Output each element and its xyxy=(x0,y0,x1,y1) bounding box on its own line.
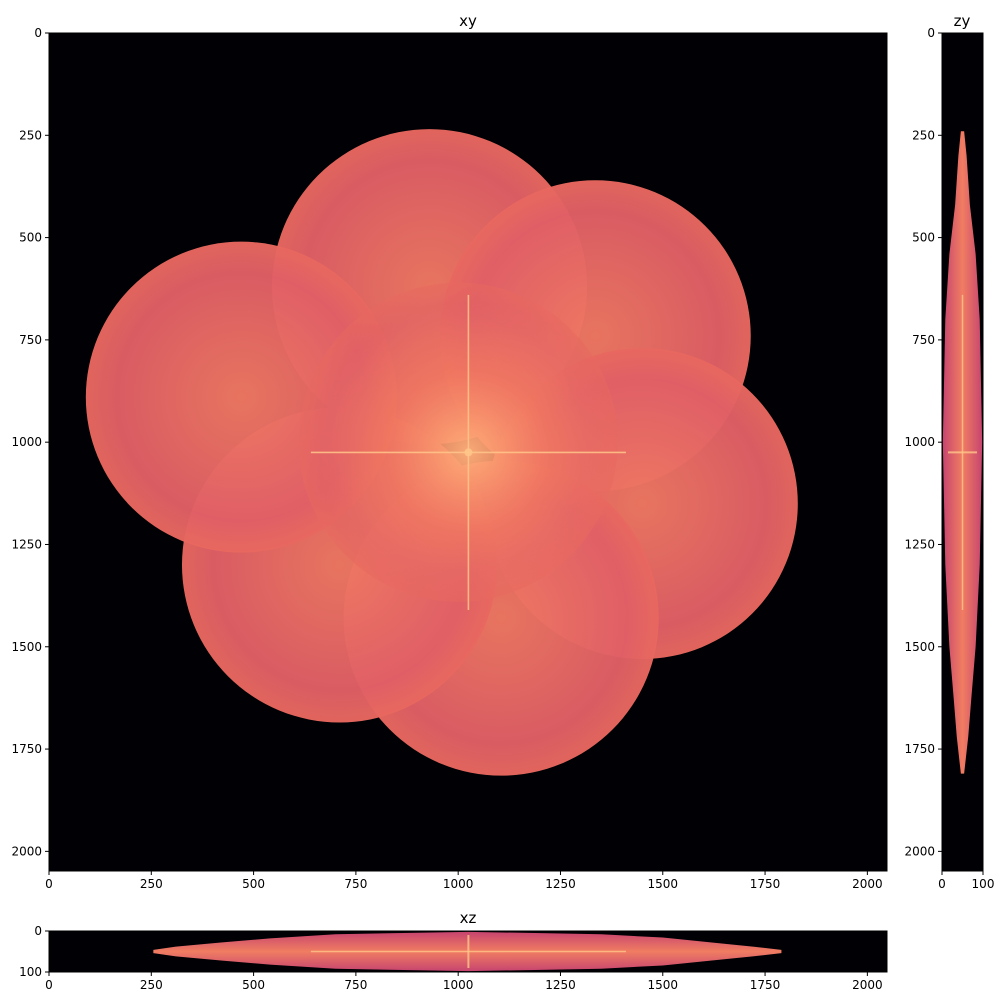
x-tick-label: 1250 xyxy=(545,877,576,891)
xy-y-axis: 0 250 500 750 1000 1250 1500 1750 2000 xyxy=(11,26,49,858)
x-tick-label: 500 xyxy=(242,877,265,891)
xy-title: xy xyxy=(459,12,477,30)
y-tick-label: 0 xyxy=(34,26,42,40)
x-tick-label: 1750 xyxy=(750,877,781,891)
y-tick-label: 500 xyxy=(912,231,935,245)
y-tick-label: 0 xyxy=(34,924,42,938)
zy-panel: zy 0 100 0 250 500 750 1000 1250 1500 1750 2000 xyxy=(904,12,994,891)
y-tick-label: 1250 xyxy=(904,537,935,551)
xz-y-axis: 0 100 xyxy=(19,924,49,979)
x-tick-label: 750 xyxy=(344,877,367,891)
xy-panel: xy 0 250 500 750 1000 1250 1500 1750 2000 0 250 50… xyxy=(11,12,888,891)
x-tick-label: 1500 xyxy=(647,877,678,891)
xz-frame xyxy=(48,930,888,973)
y-tick-label: 1250 xyxy=(11,537,42,551)
xy-cross-layer xyxy=(310,294,626,610)
x-tick-label: 1250 xyxy=(545,978,576,992)
zy-x-axis: 0 100 xyxy=(938,871,994,891)
y-tick-label: 1500 xyxy=(904,640,935,654)
y-tick-label: 2000 xyxy=(11,844,42,858)
y-tick-label: 0 xyxy=(927,26,935,40)
y-tick-label: 750 xyxy=(19,333,42,347)
x-tick-label: 100 xyxy=(972,877,995,891)
zy-y-axis: 0 250 500 750 1000 1250 1500 1750 2000 xyxy=(904,26,942,858)
x-tick-label: 500 xyxy=(242,978,265,992)
xy-blob-layer xyxy=(85,129,798,776)
x-tick-label: 1500 xyxy=(647,978,678,992)
y-tick-label: 250 xyxy=(912,128,935,142)
x-tick-label: 250 xyxy=(140,978,163,992)
zy-frame xyxy=(941,32,984,872)
xy-frame xyxy=(48,32,888,872)
x-tick-label: 0 xyxy=(45,877,53,891)
y-tick-label: 100 xyxy=(19,965,42,979)
xz-profile-layer xyxy=(153,931,782,972)
y-tick-label: 750 xyxy=(912,333,935,347)
zy-title: zy xyxy=(954,12,971,30)
xy-x-axis: 0 250 500 750 1000 1250 1500 1750 2000 xyxy=(45,871,883,891)
y-tick-label: 1500 xyxy=(11,640,42,654)
x-tick-label: 250 xyxy=(140,877,163,891)
x-tick-label: 1000 xyxy=(443,877,474,891)
x-tick-label: 2000 xyxy=(852,978,883,992)
y-tick-label: 500 xyxy=(19,231,42,245)
y-tick-label: 1750 xyxy=(11,742,42,756)
x-tick-label: 1750 xyxy=(750,978,781,992)
x-tick-label: 0 xyxy=(938,877,946,891)
xz-title: xz xyxy=(460,909,477,927)
y-tick-label: 1000 xyxy=(904,435,935,449)
x-tick-label: 750 xyxy=(344,978,367,992)
y-tick-label: 250 xyxy=(19,128,42,142)
x-tick-label: 2000 xyxy=(852,877,883,891)
y-tick-label: 1000 xyxy=(11,435,42,449)
y-tick-label: 1750 xyxy=(904,742,935,756)
xz-x-axis: 0 250 500 750 1000 1250 1500 1750 2000 xyxy=(45,972,883,992)
y-tick-label: 2000 xyxy=(904,844,935,858)
zy-profile-layer xyxy=(942,131,983,774)
x-tick-label: 0 xyxy=(45,978,53,992)
x-tick-label: 1000 xyxy=(443,978,474,992)
